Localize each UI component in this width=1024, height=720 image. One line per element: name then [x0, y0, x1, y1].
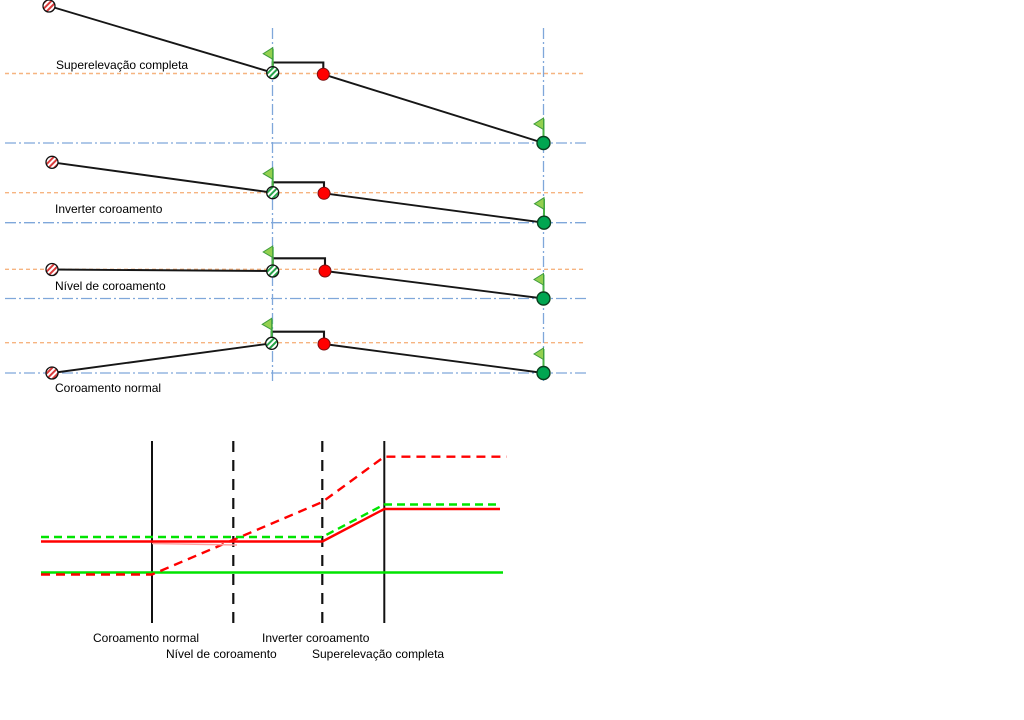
right-lane-line [323, 343, 544, 374]
green-flag-icon [533, 196, 545, 219]
red-hatched-marker [45, 366, 59, 380]
guides-section-1 [5, 191, 586, 224]
series-red-faint-segment [151, 542, 238, 546]
red-dot-marker [318, 264, 332, 278]
left-lane-line [48, 5, 273, 74]
cross-section-profile-2 [45, 245, 551, 306]
green-solid-marker [536, 135, 551, 151]
label-station-nivel-de-coroamento: Nível de coroamento [166, 647, 277, 661]
green-hatched-marker [265, 336, 279, 350]
red-dot-marker [317, 337, 331, 351]
series-green-dashed-upper [41, 503, 499, 539]
green-flag-icon [261, 317, 273, 340]
green-hatched-marker [266, 264, 280, 278]
green-solid-marker [536, 291, 551, 306]
red-hatched-marker [42, 0, 56, 13]
green-flag-icon [533, 347, 545, 369]
green-flag-icon [262, 245, 274, 267]
guides-section-2 [5, 268, 586, 300]
series-red-dashed-rising [41, 455, 507, 576]
green-solid-marker [536, 365, 551, 381]
label-station-coroamento-normal: Coroamento normal [93, 631, 200, 645]
cross-section-profile-3 [45, 317, 551, 381]
guides-section-3 [5, 342, 586, 374]
right-lane-line [323, 73, 544, 144]
green-solid-marker [536, 215, 552, 230]
label-station-superelevacao-completa: Superelevação completa [312, 647, 445, 661]
label-coroamento-normal-section: Coroamento normal [55, 381, 162, 395]
left-lane-line [51, 268, 273, 272]
crown-step-line [271, 61, 325, 75]
right-lane-line [323, 192, 545, 224]
right-lane-line [324, 270, 544, 300]
label-inverter-coroamento-section: Inverter coroamento [55, 202, 163, 216]
red-hatched-marker [45, 155, 59, 169]
red-dot-marker [317, 186, 331, 200]
green-flag-icon [533, 117, 545, 139]
green-flag-icon [533, 272, 545, 295]
red-dot-marker [316, 67, 330, 81]
left-lane-line [51, 161, 273, 194]
cross-section-profile-1 [45, 155, 552, 230]
label-nivel-de-coroamento-section: Nível de coroamento [55, 279, 166, 293]
green-flag-icon [262, 166, 274, 189]
label-superelevacao-completa-section: Superelevação completa [56, 58, 189, 72]
label-station-inverter-coroamento: Inverter coroamento [262, 631, 370, 645]
green-hatched-marker [266, 66, 280, 80]
left-lane-line [51, 342, 272, 374]
green-flag-icon [262, 46, 274, 69]
cross-section-profile-0 [42, 0, 551, 151]
green-hatched-marker [266, 186, 280, 200]
series-red-solid-upper [41, 507, 500, 543]
crown-step-line [271, 181, 326, 194]
guides-section-0 [5, 72, 586, 144]
red-hatched-marker [45, 262, 59, 277]
